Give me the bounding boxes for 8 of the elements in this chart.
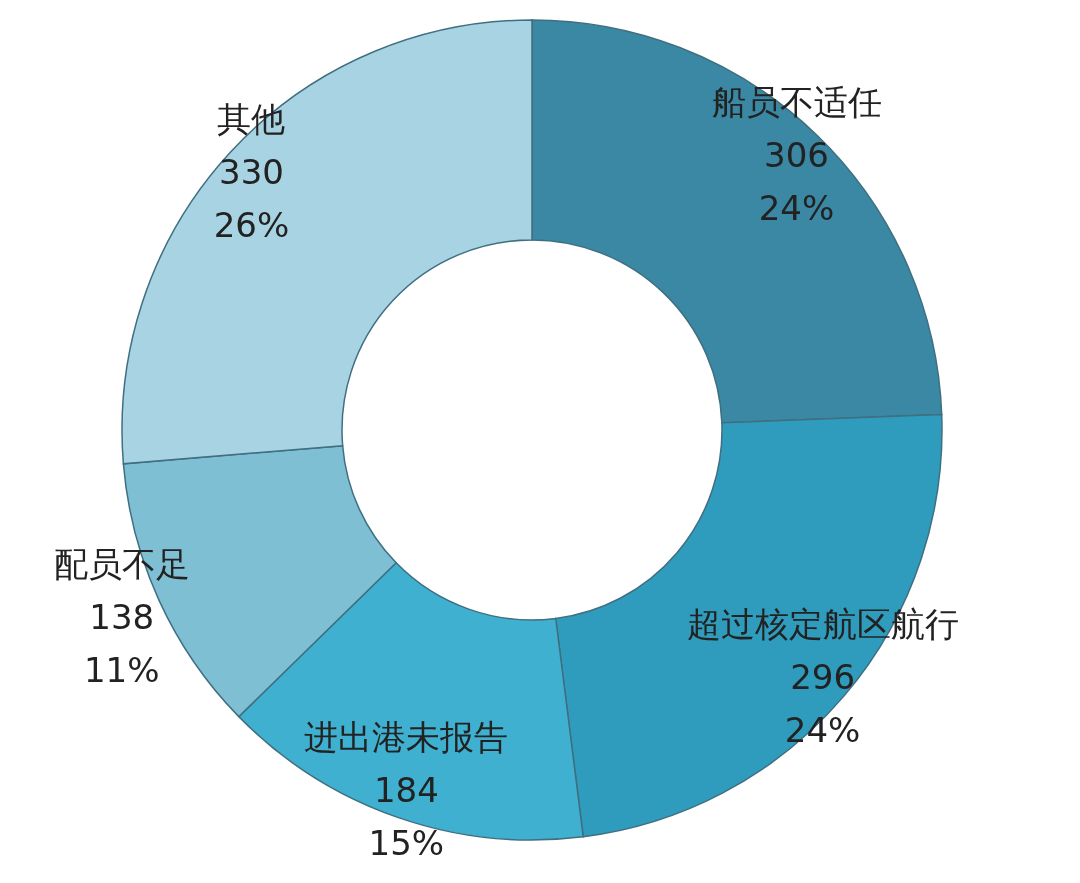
- data-label: 306 24%: [758, 135, 835, 229]
- data-label: 330 26%: [213, 151, 290, 245]
- data-label: 184 15%: [368, 770, 445, 864]
- slice-label: 进出港未报告: [304, 717, 509, 758]
- slice-label: 超过核定航区航行: [686, 603, 959, 644]
- data-label: 138 11%: [83, 597, 160, 691]
- slice-label: 船员不适任: [711, 82, 882, 123]
- slice-label: 其他: [217, 98, 286, 139]
